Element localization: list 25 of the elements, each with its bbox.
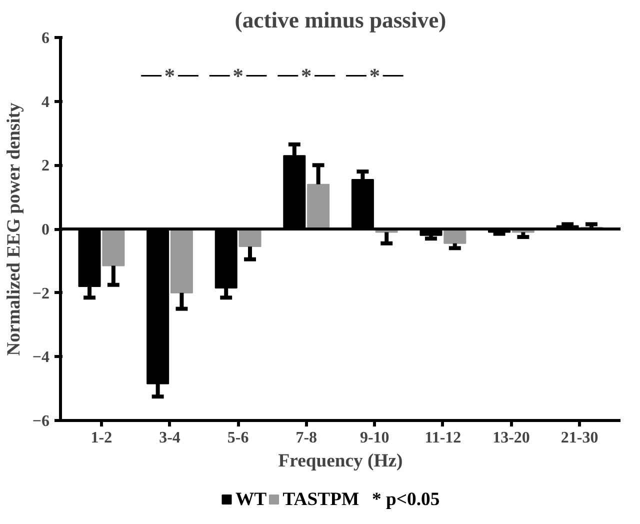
y-tick-label: 2 (42, 158, 50, 175)
annotation: * (301, 64, 312, 88)
x-tick-label: 21-30 (560, 430, 598, 446)
legend-label: TASTPM (282, 489, 360, 510)
chart-title: (active minus passive) (234, 8, 446, 32)
x-tick-label: 9-10 (360, 430, 390, 446)
annotation: * (369, 64, 380, 88)
x-tick-label: 11-12 (424, 430, 462, 446)
y-tick-label: 6 (42, 30, 50, 47)
y-tick-label: −2 (32, 285, 50, 302)
x-tick-label: 3-4 (159, 430, 180, 446)
y-tick-label: −6 (32, 413, 50, 430)
x-tick-label: 7-8 (296, 430, 318, 446)
annotation: * (232, 64, 244, 88)
x-axis-title: Frequency (Hz) (278, 450, 403, 472)
y-axis-title: Normalized EEG power density (3, 102, 24, 356)
y-tick-label: 0 (42, 222, 50, 238)
legend-label: WT (236, 489, 268, 510)
x-tick-label: 5-6 (227, 430, 249, 446)
y-tick-label: 4 (42, 94, 50, 111)
y-tick-label: −4 (32, 349, 50, 366)
text: * p<0.05 (372, 489, 440, 510)
x-tick-label: 1-2 (90, 430, 112, 446)
annotation: * (164, 64, 176, 88)
x-tick-label: 13-20 (492, 430, 530, 446)
